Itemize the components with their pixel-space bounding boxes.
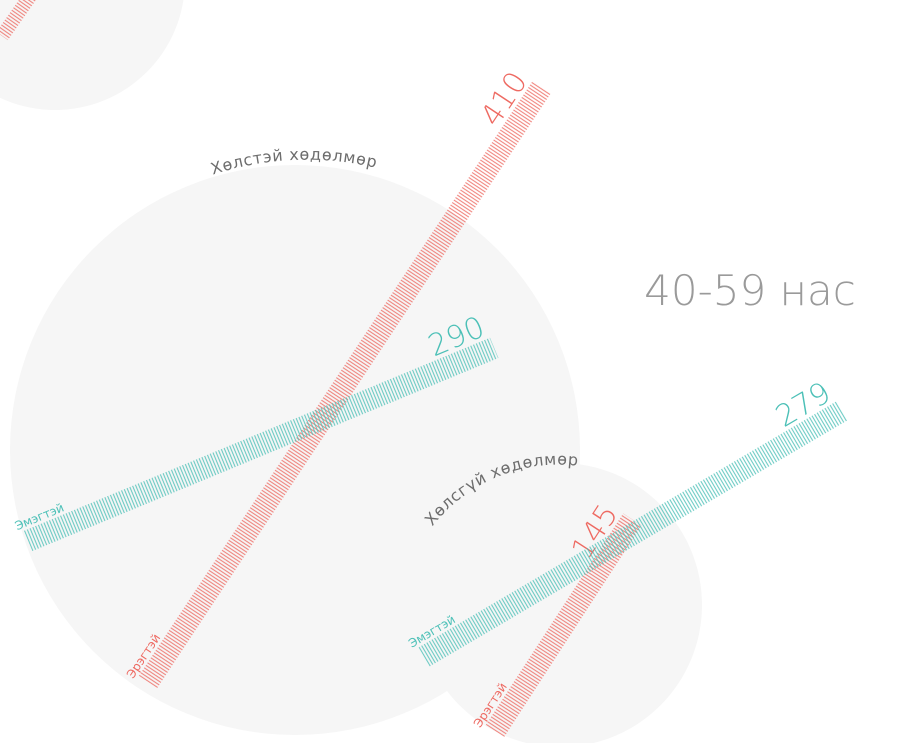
- bubble-previous-group: [0, 0, 184, 110]
- bar-female-0: [23, 337, 499, 552]
- age-group-title: 40-59 нас: [644, 266, 856, 315]
- bar-previous-group-male: [0, 0, 43, 41]
- bar-female-1: [418, 401, 848, 667]
- bar-male-0: [138, 81, 551, 689]
- bubble-unpaid-work: [418, 463, 702, 743]
- bar-male-1: [485, 513, 642, 737]
